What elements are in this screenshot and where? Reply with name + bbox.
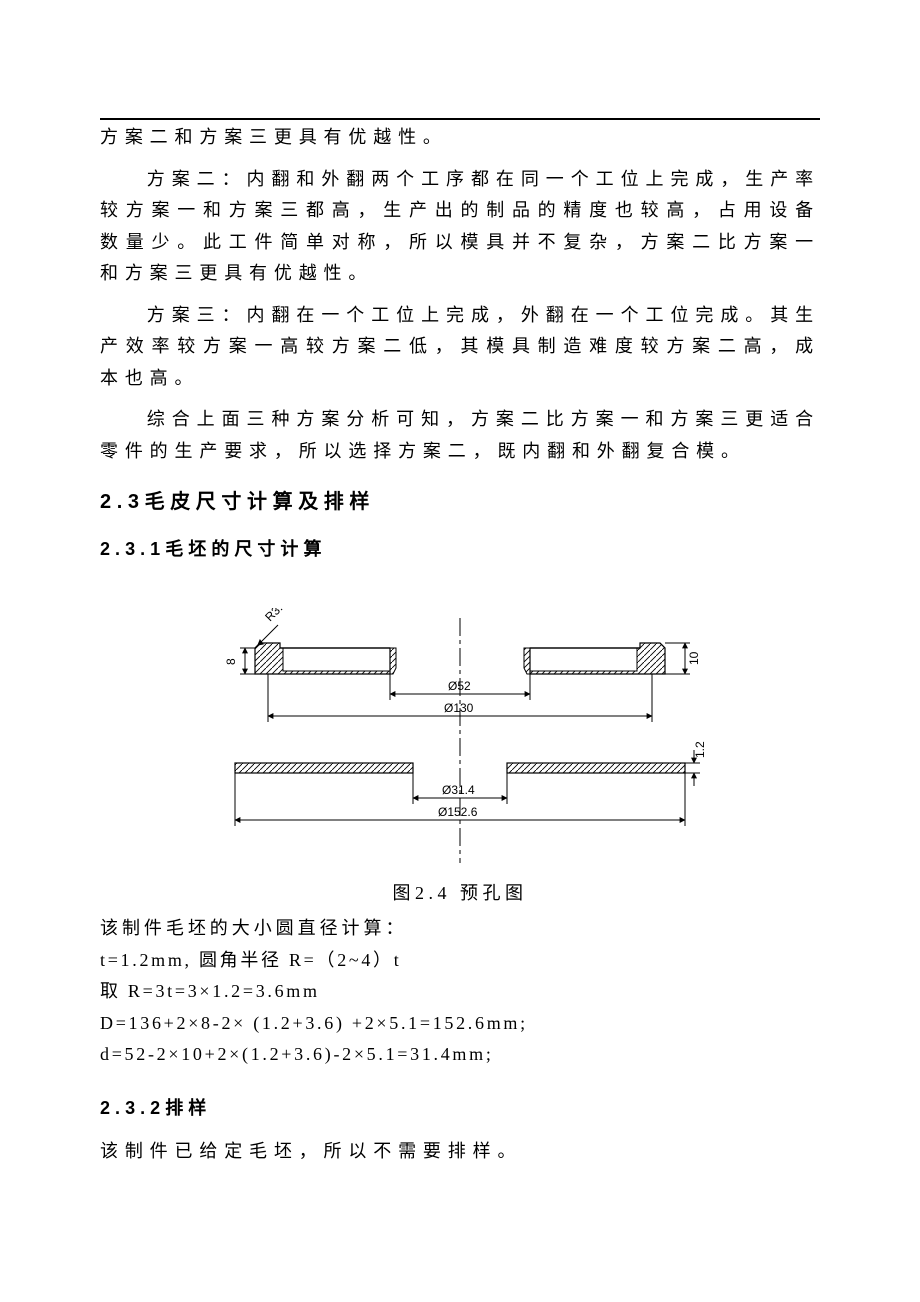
dim-r36: R3.6 [262,608,290,624]
calc-D: D=136+2×8-2× (1.2+3.6) +2×5.1=152.6mm; [100,1008,820,1040]
calc-t: t=1.2mm, 圆角半径 R=（2~4）t [100,945,820,977]
dim-10: 10 [687,651,701,665]
dim-8: 8 [224,658,238,665]
dim-phi1526: Ø152.6 [438,805,478,819]
figure-caption: 图2.4 预孔图 [100,878,820,910]
paragraph-scheme2: 方案二：内翻和外翻两个工序都在同一个工位上完成，生产率较方案一和方案三都高，生产… [100,164,820,290]
calc-r: 取 R=3t=3×1.2=3.6mm [100,976,820,1008]
heading-2-3-1: 2.3.1毛坯的尺寸计算 [100,534,820,566]
heading-2-3-2: 2.3.2排样 [100,1093,820,1125]
dim-phi130: Ø130 [444,701,474,715]
dim-1-2: 1.2 [693,740,707,757]
dim-phi314: Ø31.4 [442,783,475,797]
heading-2-3: 2.3毛皮尺寸计算及排样 [100,485,820,520]
calc-d: d=52-2×10+2×(1.2+3.6)-2×5.1=31.4mm; [100,1039,820,1071]
paragraph-layout: 该制件已给定毛坯，所以不需要排样。 [100,1136,820,1168]
calc-intro: 该制件毛坯的大小圆直径计算： [100,913,820,945]
paragraph-scheme3: 方案三：内翻在一个工位上完成，外翻在一个工位完成。其生产效率较方案一高较方案二低… [100,300,820,395]
prehole-diagram: R3.6 8 10 Ø52 Ø130 [200,608,720,868]
top-rule [100,118,820,120]
figure-2-4: R3.6 8 10 Ø52 Ø130 [100,608,820,868]
paragraph-lead: 方案二和方案三更具有优越性。 [100,122,820,154]
dim-phi52: Ø52 [448,679,471,693]
paragraph-summary: 综合上面三种方案分析可知，方案二比方案一和方案三更适合零件的生产要求，所以选择方… [100,404,820,467]
